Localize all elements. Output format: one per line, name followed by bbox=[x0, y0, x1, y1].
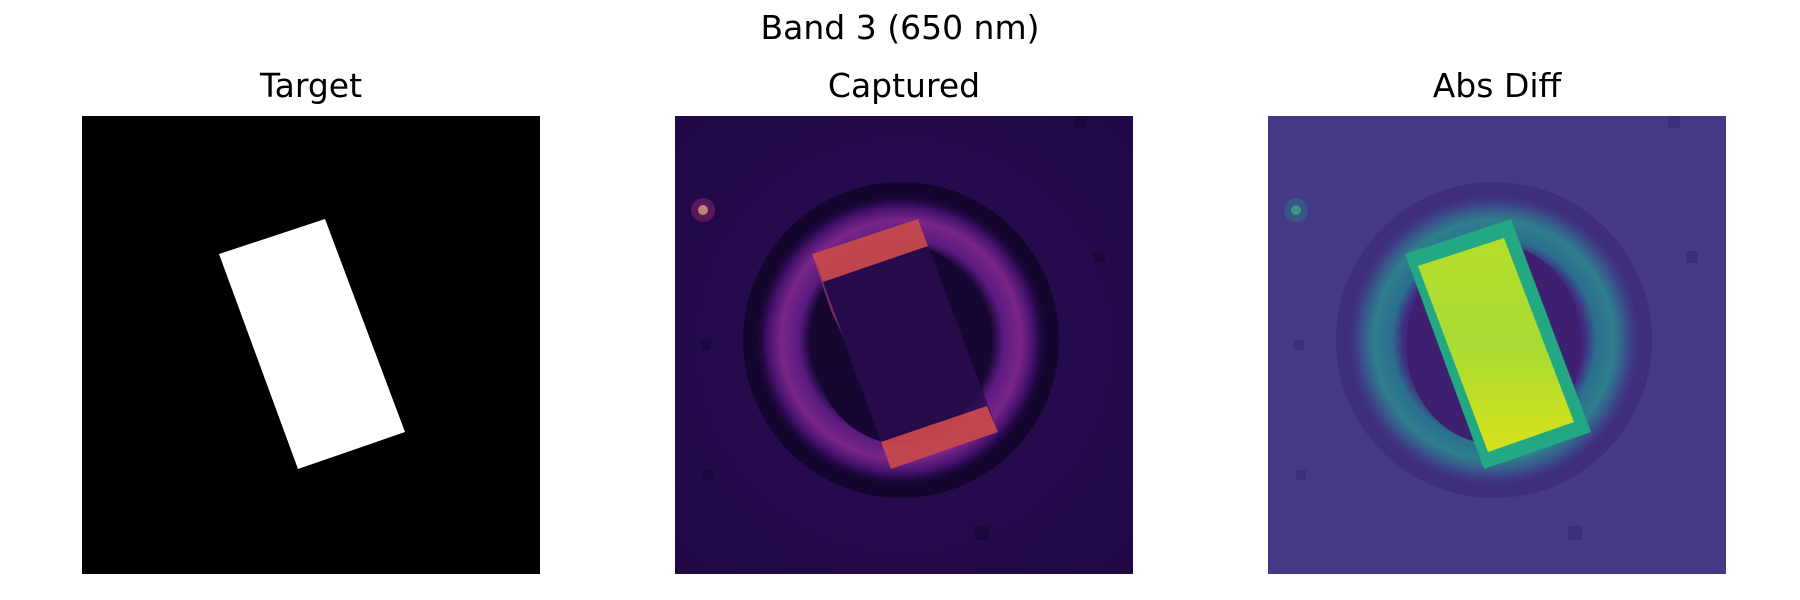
figure-title: Band 3 (650 nm) bbox=[760, 8, 1040, 47]
target-rectangle bbox=[219, 219, 405, 469]
target-image bbox=[82, 116, 540, 574]
abs-diff-image bbox=[1268, 116, 1726, 574]
captured-image bbox=[675, 116, 1133, 574]
abs-diff-panel: Abs Diff bbox=[1268, 66, 1726, 574]
target-panel: Target bbox=[82, 66, 540, 574]
abs-diff-title: Abs Diff bbox=[1432, 66, 1562, 105]
captured-title: Captured bbox=[827, 66, 981, 105]
target-title: Target bbox=[259, 66, 363, 105]
captured-panel: Captured bbox=[675, 66, 1133, 574]
